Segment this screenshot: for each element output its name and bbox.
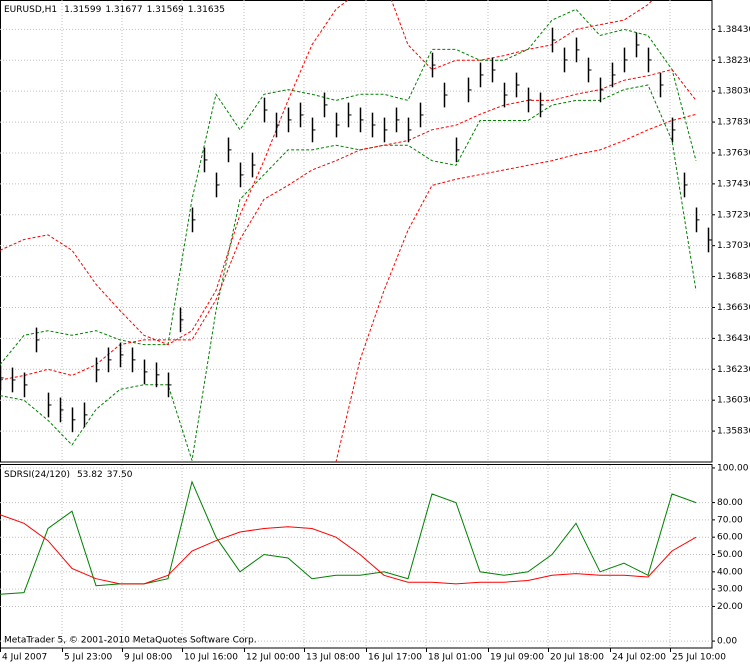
header-value: 1.31677	[105, 5, 142, 15]
y-tick-label: 100.00	[717, 463, 749, 473]
y-tick-label: 1.35830	[717, 427, 750, 437]
y-tick-label: 70.00	[717, 515, 743, 525]
plot-area	[0, 480, 697, 595]
header-value: 37.50	[107, 470, 133, 480]
x-tick-label: 18 Jul 01:00	[428, 653, 482, 663]
band-line	[335, 113, 697, 462]
header-value: 1.31599	[64, 5, 101, 15]
y-tick-label: 1.38030	[717, 87, 750, 97]
y-tick-label: 1.36230	[717, 365, 750, 375]
y-tick-label: 1.38430	[717, 25, 750, 35]
y-tick-label: 50.00	[717, 550, 743, 560]
band-line	[0, 8, 697, 366]
header-value: 1.31635	[188, 5, 225, 15]
band-line	[0, 0, 654, 346]
y-tick-label: 1.36630	[717, 303, 750, 313]
y-tick-label: 1.37030	[717, 241, 750, 251]
x-tick-label: 20 Jul 18:00	[550, 653, 604, 663]
y-tick-label: 30.00	[717, 585, 743, 595]
y-tick-label: 1.37830	[717, 118, 750, 128]
x-tick-label: 4 Jul 2007	[2, 653, 47, 663]
pane-header: SDRSI(24/120) 53.82 37.50	[4, 470, 133, 480]
y-tick-label: 1.37630	[717, 148, 750, 158]
header-value: 1.31569	[147, 5, 184, 15]
x-tick-label: 12 Jul 00:00	[246, 653, 300, 663]
y-tick-label: 1.37230	[717, 210, 750, 220]
plot-area	[0, 0, 712, 462]
band-line	[0, 84, 697, 461]
x-tick-label: 16 Jul 17:00	[368, 653, 422, 663]
pane-header: EURUSD,H1 1.31599 1.31677 1.31569 1.31635	[4, 5, 225, 15]
y-tick-label: 60.00	[717, 533, 743, 543]
indicator-line	[0, 514, 697, 585]
x-tick-label: 24 Jul 02:00	[612, 653, 666, 663]
y-tick-label: 1.38230	[717, 56, 750, 66]
x-tick-label: 9 Jul 08:00	[124, 653, 173, 663]
footer: MetaTrader 5, © 2001-2010 MetaQuotes Sof…	[4, 636, 257, 646]
x-tick-label: 13 Jul 08:00	[306, 653, 360, 663]
y-tick-label: 20.00	[717, 602, 743, 612]
indicator-line	[0, 480, 697, 595]
y-tick-label: 0.00	[717, 637, 737, 647]
y-tick-label: 1.36430	[717, 334, 750, 344]
price-pane-frame	[0, 0, 713, 463]
y-tick-label: 80.00	[717, 498, 743, 508]
y-tick-label: 1.36030	[717, 396, 750, 406]
y-tick-label: 1.37430	[717, 179, 750, 189]
header-value: 53.82	[77, 470, 103, 480]
y-tick-label: 40.00	[717, 567, 743, 577]
pane-title: EURUSD,H1	[4, 5, 57, 15]
pane-title: SDRSI(24/120)	[4, 470, 70, 480]
y-tick-label: 1.36830	[717, 272, 750, 282]
x-tick-label: 5 Jul 23:00	[64, 653, 113, 663]
x-tick-label: 19 Jul 09:00	[490, 653, 544, 663]
indicator-pane-frame	[0, 464, 713, 649]
x-tick-label: 10 Jul 16:00	[184, 653, 238, 663]
x-tick-label: 25 Jul 10:00	[672, 653, 726, 663]
band-line	[0, 68, 697, 381]
